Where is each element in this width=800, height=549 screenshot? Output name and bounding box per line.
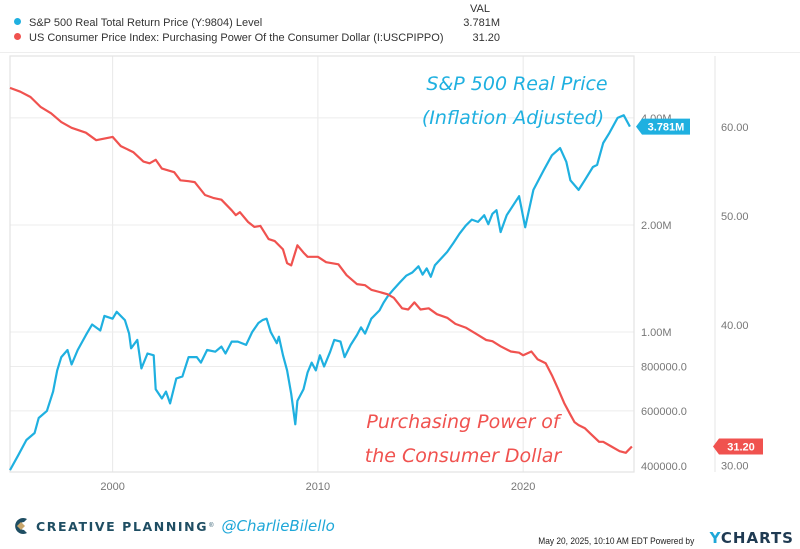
- purchasing-power-line: [9, 86, 633, 454]
- last-value-tag: [636, 118, 690, 135]
- x-tick-label: 2000: [100, 481, 124, 493]
- legend-label: US Consumer Price Index: Purchasing Powe…: [29, 32, 444, 44]
- creative-planning-c-icon: [15, 518, 27, 534]
- left-axis-tick-label: 800000.0: [641, 361, 687, 373]
- chart-legend: VAL S&P 500 Real Total Return Price (Y:9…: [0, 0, 500, 48]
- x-axis: 2000 2010 2020: [100, 481, 535, 493]
- left-axis-tick-label: 1.00M: [641, 327, 672, 339]
- series-dot-icon: [14, 33, 21, 40]
- x-tick-label: 2020: [511, 481, 535, 493]
- last-value-tags: 3.781M 31.20: [636, 118, 763, 455]
- legend-value-header: VAL: [470, 3, 490, 15]
- legend-value: 31.20: [472, 32, 500, 44]
- chart-canvas: 2000 2010 2020 400000.0 600000.0 800000.0 1.0…: [9, 55, 763, 493]
- left-axis-tick-label: 400000.0: [641, 461, 687, 473]
- legend-item-cpi[interactable]: US Consumer Price Index: Purchasing Powe…: [14, 32, 500, 44]
- ycharts-wordmark: CHARTS: [720, 529, 794, 547]
- sp500-real-price-line: [9, 114, 631, 471]
- right-axis-tick-label: 40.00: [721, 320, 749, 332]
- right-axis-tick-label: 50.00: [721, 211, 749, 223]
- left-axis-tick-label: 2.00M: [641, 220, 672, 232]
- annotation-text: Purchasing Power of: [366, 411, 563, 433]
- annotation-text: (Inflation Adjusted): [422, 107, 604, 129]
- timestamp: May 20, 2025, 10:10 AM EDT Powered by: [538, 536, 694, 547]
- creative-planning-logo: CREATIVE PLANNING ® @CharlieBilello: [12, 516, 335, 536]
- brand-name: CREATIVE PLANNING: [36, 518, 209, 534]
- legend-value: 3.781M: [463, 17, 500, 29]
- twitter-handle[interactable]: @CharlieBilello: [221, 517, 335, 535]
- legend-item-sp500[interactable]: S&P 500 Real Total Return Price (Y:9804)…: [14, 17, 500, 29]
- legend-label: S&P 500 Real Total Return Price (Y:9804)…: [29, 17, 263, 29]
- last-value-tag-label: 31.20: [727, 441, 755, 453]
- right-y-axis: 30.00 40.00 50.00 60.00: [721, 122, 749, 473]
- annotation-text: the Consumer Dollar: [365, 445, 563, 467]
- registered-mark: ®: [209, 523, 214, 529]
- grid-lines: [10, 56, 634, 472]
- right-axis-tick-label: 30.00: [721, 461, 749, 473]
- series-dot-icon: [14, 18, 21, 25]
- x-tick-label: 2010: [306, 481, 330, 493]
- right-axis-tick-label: 60.00: [721, 122, 749, 134]
- plot-area-border: [9, 55, 635, 473]
- annotations: S&P 500 Real Price (Inflation Adjusted) Pu…: [365, 73, 608, 467]
- series-lines: [9, 86, 633, 471]
- last-value-tag-label: 3.781M: [648, 122, 685, 134]
- legend-divider: [0, 52, 800, 53]
- ycharts-y-icon: Y: [709, 529, 721, 547]
- left-axis-tick-label: 600000.0: [641, 406, 687, 418]
- last-value-tag: [713, 438, 763, 455]
- annotation-text: S&P 500 Real Price: [426, 73, 607, 95]
- ycharts-logo[interactable]: YCHARTS: [710, 529, 794, 547]
